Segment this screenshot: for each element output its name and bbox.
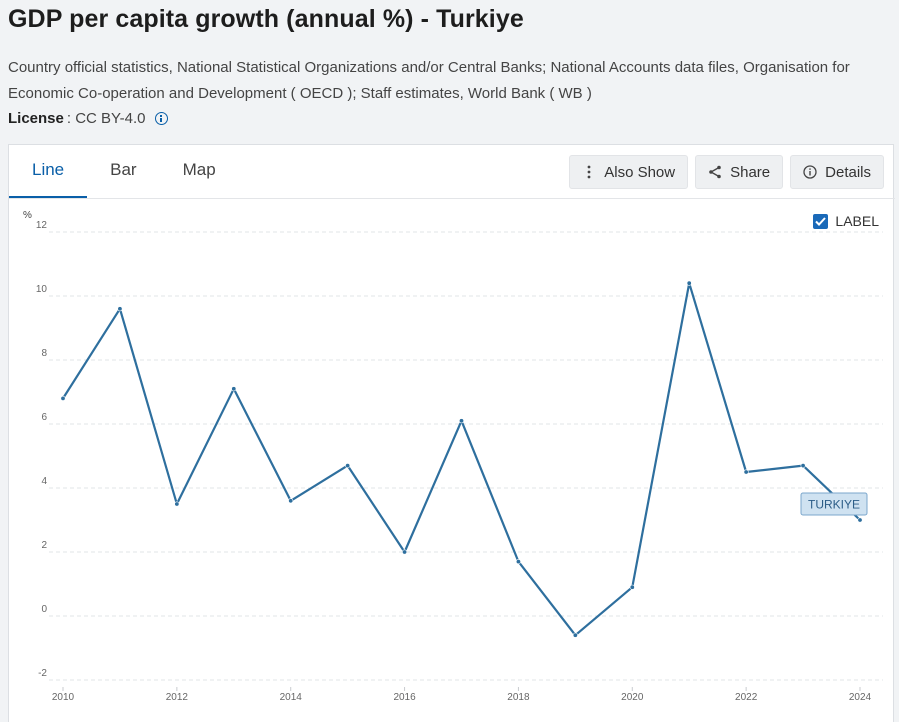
chart-card: Line Bar Map Also Show Share Details [8,144,895,722]
details-button[interactable]: Details [790,155,884,189]
series-line-turkiye [62,282,861,637]
x-tick-label: 2016 [393,692,416,703]
data-point [629,584,635,590]
y-tick-label: 8 [41,348,47,359]
info-icon[interactable] [154,112,168,125]
info-circle-icon [803,165,817,179]
also-show-button[interactable]: Also Show [569,155,689,189]
tab-bar[interactable]: Bar [110,160,137,179]
data-point [515,559,521,565]
y-tick-label: 6 [41,412,47,423]
share-button[interactable]: Share [695,155,784,189]
chart-tabs: Line Bar Map [9,145,239,199]
data-point [288,498,294,504]
y-tick-label: -2 [38,668,47,679]
data-point [60,395,66,401]
y-axis-label: % [23,210,32,221]
x-tick-label: 2010 [52,692,75,703]
data-point [743,469,749,475]
source-text: Country official statistics, National St… [8,59,850,102]
y-tick-label: 12 [36,220,48,231]
x-tick-label: 2022 [735,692,758,703]
details-label: Details [825,163,871,181]
y-tick-label: 0 [41,604,47,615]
license-label: License [8,110,64,127]
data-point [231,386,237,392]
x-tick-label: 2024 [849,692,872,703]
label-toggle-text: LABEL [835,213,879,229]
data-point [800,463,806,469]
y-tick-label: 10 [36,284,48,295]
page-title: GDP per capita growth (annual %) - Turki… [8,5,524,33]
tab-line[interactable]: Line [9,145,88,199]
share-label: Share [730,163,771,181]
data-point [174,501,180,507]
tab-map[interactable]: Map [182,160,216,179]
data-point [686,280,692,286]
data-point [857,517,863,523]
share-icon [708,165,722,179]
data-point [117,306,123,312]
label-checkbox[interactable] [813,213,829,229]
data-point [458,418,464,424]
label-toggle[interactable]: LABEL [813,213,879,229]
data-point [402,549,408,555]
series-label-text: TURKIYE [808,498,860,512]
chart-actions: Also Show Share Details [569,155,884,189]
y-tick-label: 4 [41,476,47,487]
x-tick-label: 2014 [280,692,303,703]
x-tick-label: 2020 [621,692,644,703]
y-tick-label: 2 [41,540,47,551]
license-value: : CC BY-4.0 [66,110,146,127]
x-tick-label: 2012 [166,692,189,703]
also-show-label: Also Show [604,163,676,181]
data-point [572,632,578,638]
line-chart: -2 0 2 4 6 8 10 12% 2010 2012 2014 2016 2018 2020 2022… [23,210,883,703]
license-row: License : CC BY-4.0 [8,110,168,127]
tab-divider [9,198,895,199]
data-point [345,463,351,469]
kebab-icon [582,165,596,179]
x-tick-label: 2018 [507,692,530,703]
series-label-tag [800,492,868,516]
